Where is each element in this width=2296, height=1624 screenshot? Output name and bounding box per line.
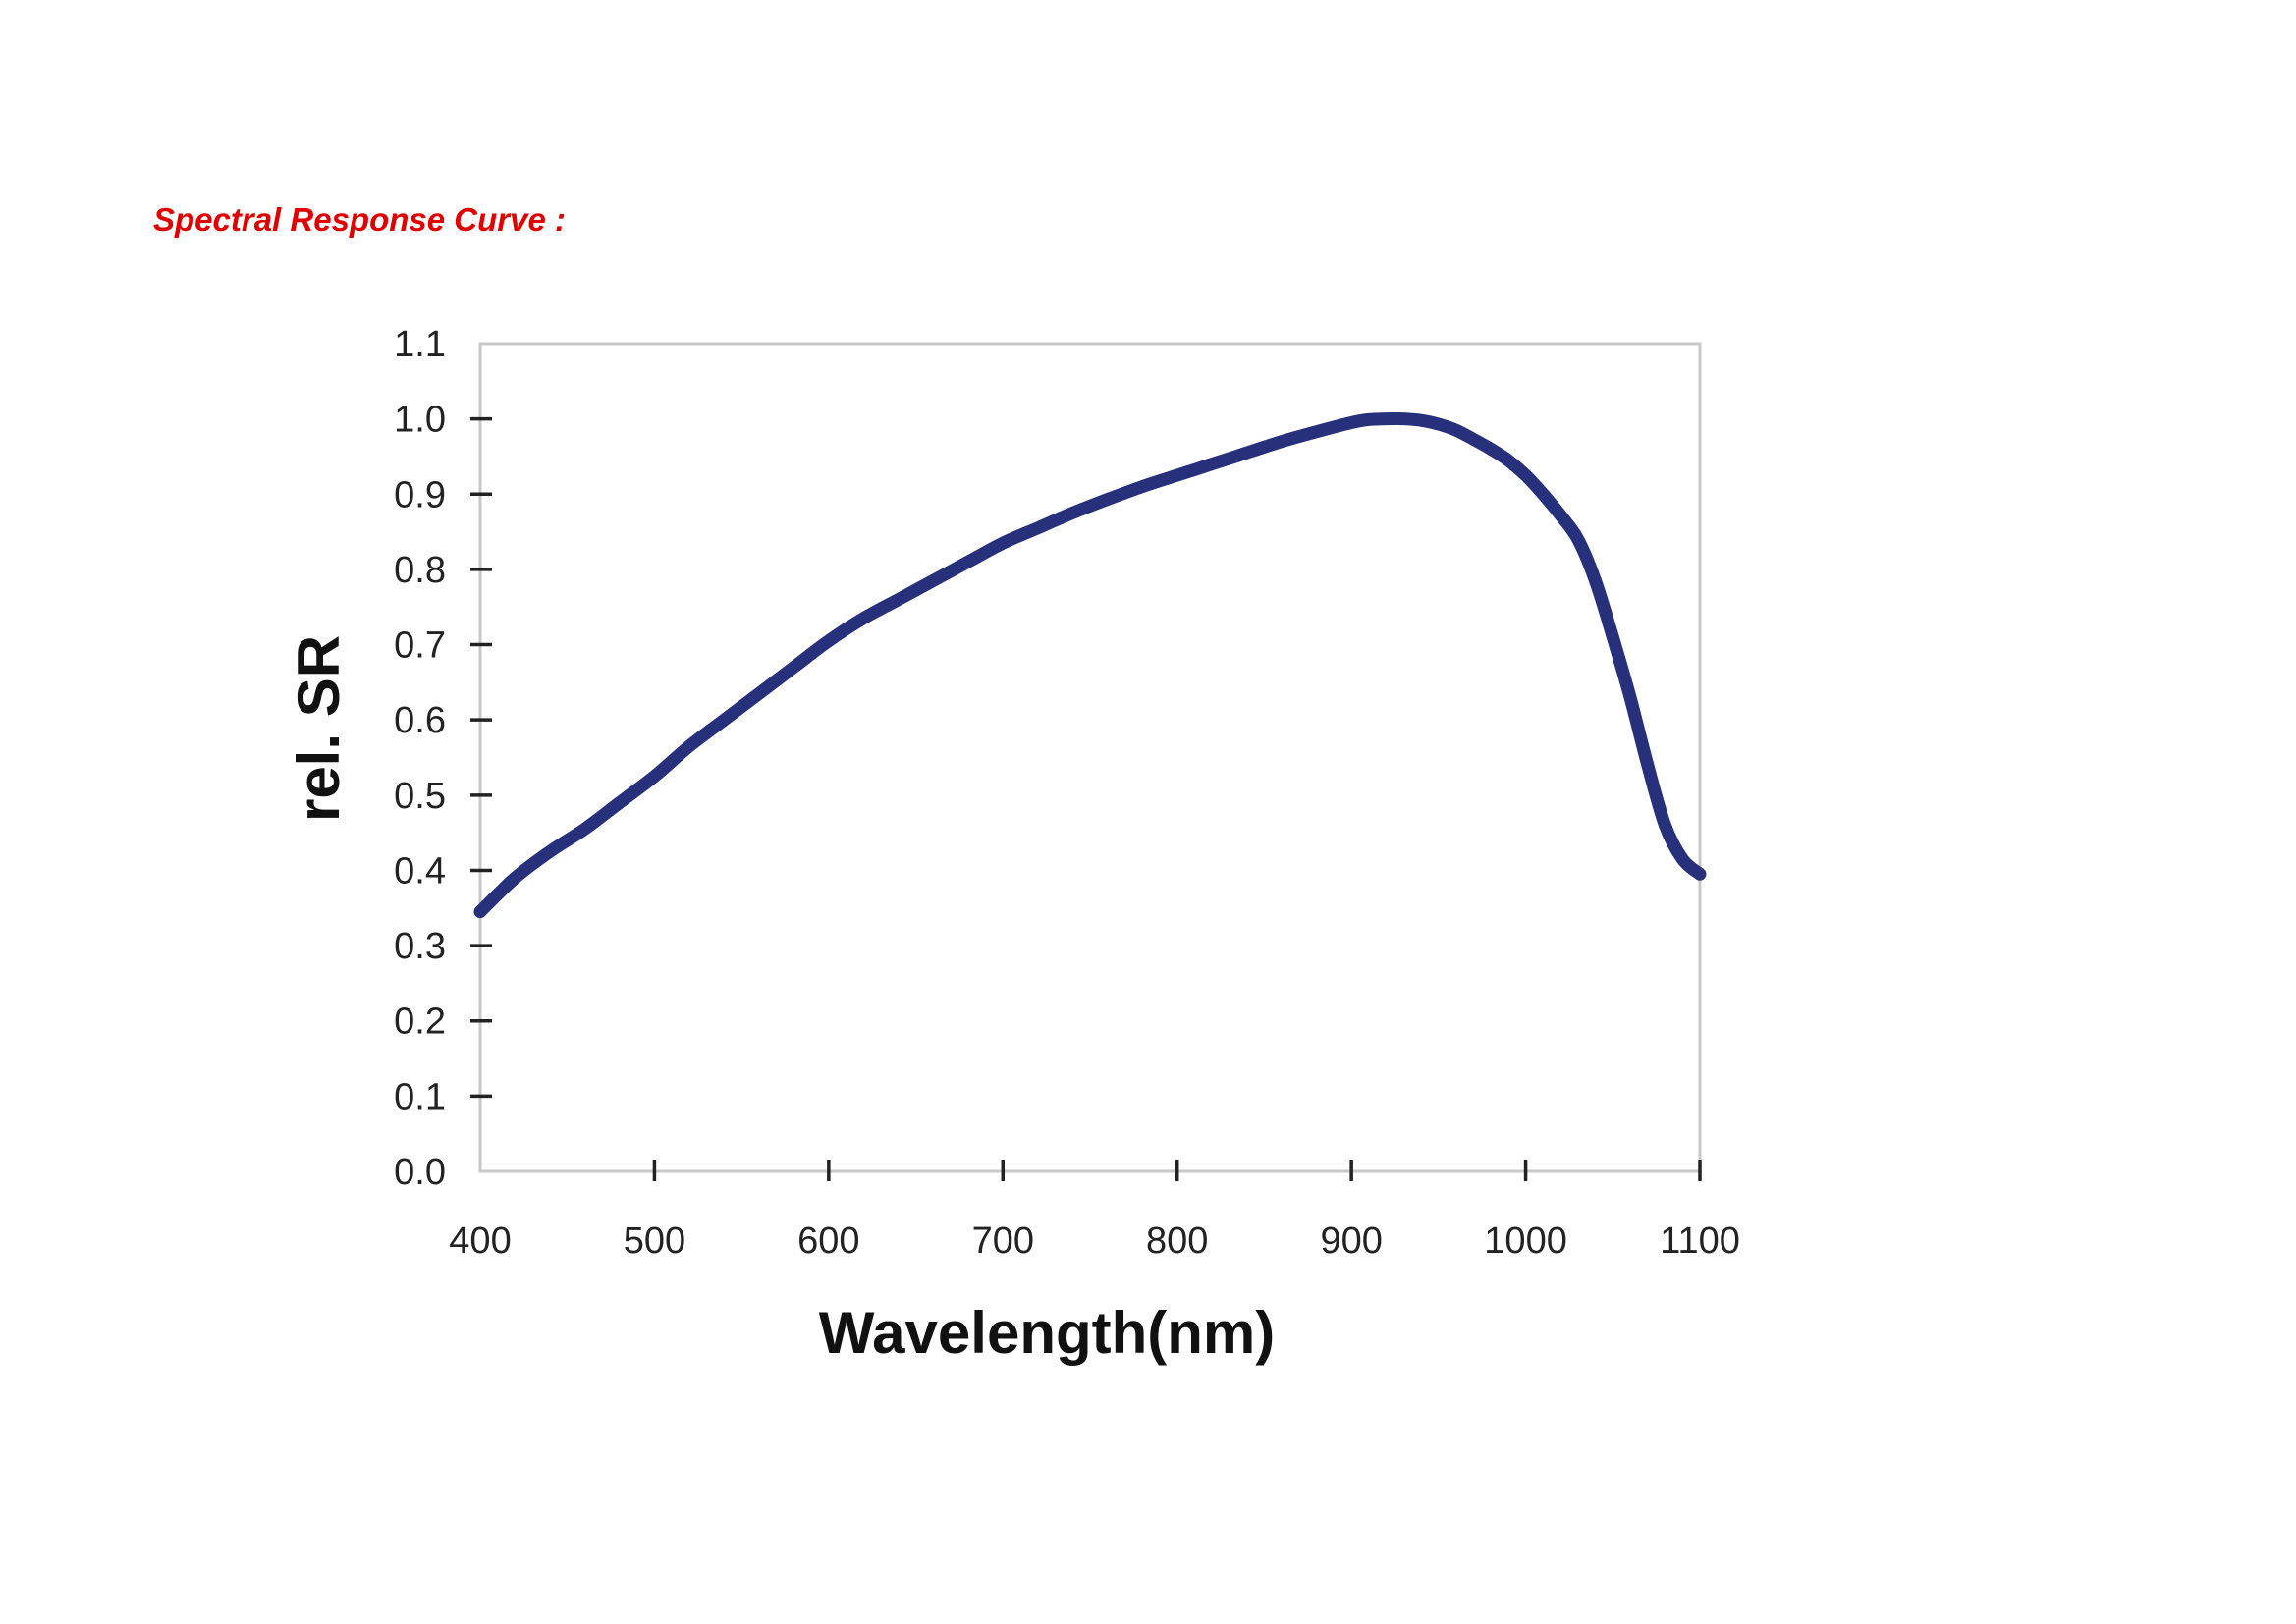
y-tick-label: 0.2 — [394, 1001, 446, 1043]
series-layer — [473, 411, 1707, 919]
y-tick-label: 0.5 — [394, 776, 446, 817]
x-tick-label: 1100 — [1660, 1220, 1740, 1262]
y-tick-label: 0.9 — [394, 474, 446, 515]
spectral-response-series-line — [473, 411, 1707, 919]
y-tick-label: 1.0 — [394, 400, 446, 441]
plot-frame-layer — [478, 342, 1702, 1173]
x-tick-label: 400 — [449, 1220, 511, 1262]
plot-frame — [478, 342, 1702, 1173]
x-tick-label: 900 — [1320, 1220, 1382, 1262]
x-axis-label: Wavelength(nm) — [819, 1300, 1275, 1366]
y-tick-label: 0.4 — [394, 850, 446, 892]
y-axis-label: rel. SR — [286, 635, 352, 822]
y-tick-label: 1.1 — [394, 324, 446, 365]
y-tick-label: 0.1 — [394, 1076, 446, 1117]
page-title: Spectral Response Curve : — [153, 201, 566, 238]
axis-ticks — [470, 416, 1702, 1181]
x-tick-label: 600 — [797, 1220, 859, 1262]
x-tick-label: 1000 — [1484, 1220, 1567, 1262]
axis-tick-labels: 0.0 0.1 0.2 0.3 0.4 0.5 0.6 0.7 0.8 0.9 1.0 1.1 400 5… — [394, 324, 1740, 1262]
y-tick-label: 0.8 — [394, 550, 446, 591]
y-tick-label: 0.3 — [394, 926, 446, 967]
y-tick-label: 0.0 — [394, 1152, 446, 1193]
y-tick-label: 0.6 — [394, 700, 446, 741]
x-tick-label: 800 — [1146, 1220, 1208, 1262]
x-tick-label: 500 — [624, 1220, 685, 1262]
y-tick-label: 0.7 — [394, 625, 446, 667]
x-tick-label: 700 — [972, 1220, 1034, 1262]
